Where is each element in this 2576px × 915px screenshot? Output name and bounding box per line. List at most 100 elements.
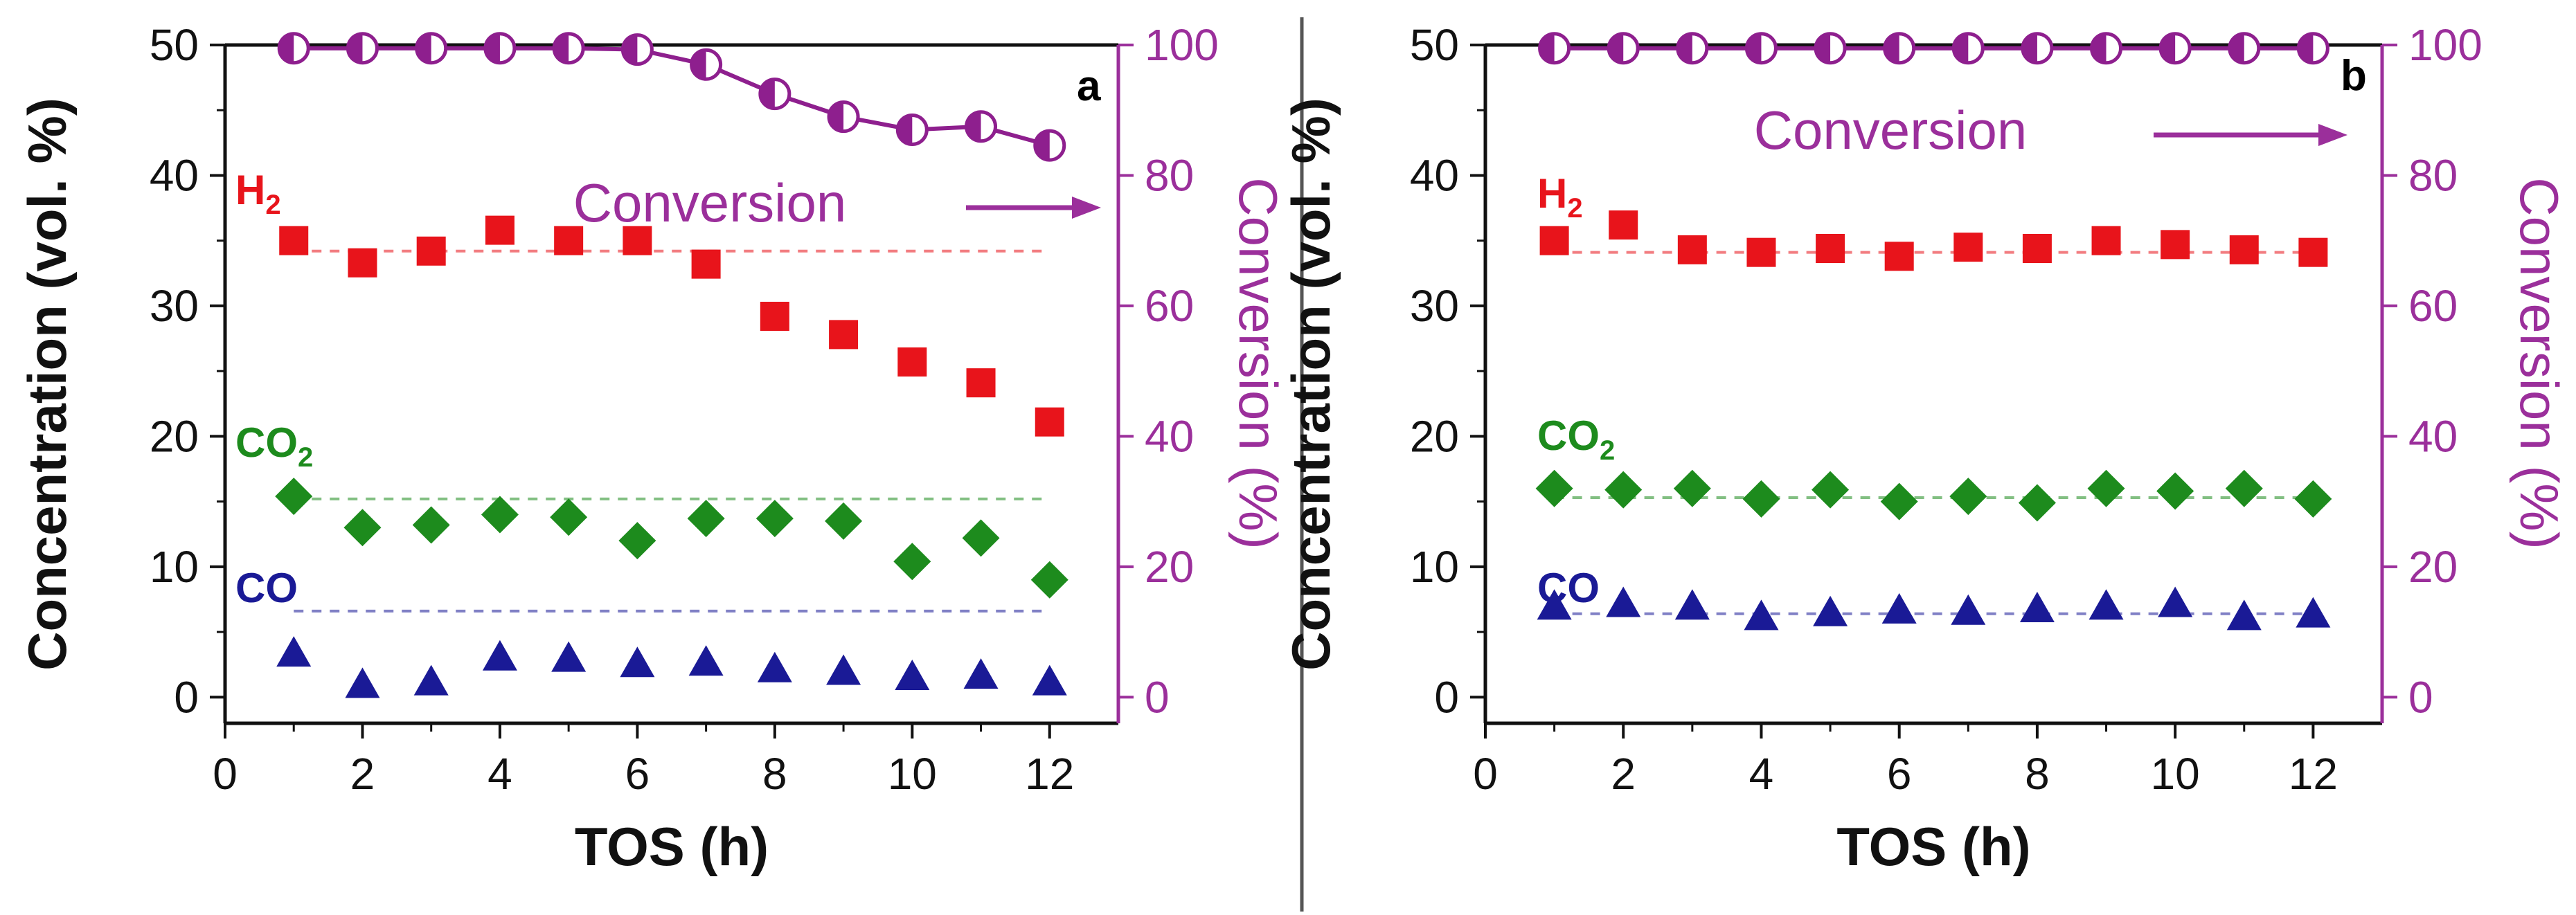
h2-point: [1035, 407, 1064, 437]
conversion-point: [895, 114, 929, 146]
y-tick-label: 10: [150, 542, 199, 592]
x-tick-label: 2: [1611, 749, 1636, 799]
conversion-point: [1607, 32, 1640, 65]
h2-point: [554, 226, 584, 255]
y2-tick-label: 40: [1145, 411, 1194, 461]
x-tick-label: 10: [2151, 749, 2200, 799]
conversion-point-fill: [1746, 33, 1762, 63]
conversion-point: [483, 32, 517, 65]
conversion-point-fill: [897, 115, 913, 145]
conversion-point-fill: [2298, 33, 2314, 63]
y-axis-title: Concentration (vol. %): [17, 98, 78, 671]
h2-label: H2: [235, 167, 281, 220]
x-tick-label: 2: [350, 749, 375, 799]
co2-point: [618, 522, 656, 560]
h2-point: [416, 236, 446, 266]
co-point: [620, 646, 655, 678]
co-point: [1032, 664, 1067, 696]
co-label-main: CO: [235, 565, 298, 611]
y-tick-label: 0: [1434, 672, 1459, 722]
co2-point: [2156, 472, 2194, 510]
conversion-point: [965, 110, 998, 143]
y2-tick-label: 80: [2408, 150, 2458, 200]
x-tick-label: 12: [2289, 749, 2338, 799]
y2-tick-label: 0: [1145, 672, 1170, 722]
y2-tick-label: 0: [2408, 672, 2433, 722]
co2-point: [1949, 478, 1987, 516]
co-point: [413, 664, 449, 696]
h2-label-main: H: [1537, 170, 1567, 217]
co-point: [2019, 592, 2055, 623]
h2-point: [1953, 233, 1983, 262]
co2-label-main: CO: [1537, 413, 1600, 459]
y-tick-label: 0: [174, 672, 199, 722]
conversion-point-fill: [554, 33, 569, 63]
co2-point: [1742, 480, 1780, 518]
conversion-point: [415, 32, 448, 65]
y2-tick-label: 60: [2408, 281, 2458, 331]
co-point: [1606, 586, 1641, 617]
h2-point: [2091, 226, 2121, 255]
conversion-point-fill: [2161, 33, 2176, 63]
co-point: [688, 645, 724, 676]
h2-label-subscript: 2: [1567, 193, 1582, 224]
co2-point: [2018, 484, 2056, 522]
conversion-line: [294, 46, 1050, 148]
co-point: [757, 651, 792, 682]
h2-point: [829, 320, 859, 350]
co-point: [1674, 589, 1710, 620]
y-tick-label: 20: [150, 411, 199, 461]
co-label-main: CO: [1537, 565, 1600, 611]
conversion-point-fill: [279, 33, 294, 63]
conversion-point: [827, 100, 860, 134]
co2-point: [2087, 469, 2125, 507]
y-tick-label: 30: [150, 281, 199, 331]
x-tick-label: 10: [888, 749, 937, 799]
x-tick-label: 4: [1749, 749, 1774, 799]
y-tick-label: 40: [150, 150, 199, 200]
co-point: [2296, 597, 2331, 628]
y2-axis-title: Conversion (%): [1228, 177, 1289, 550]
co-point: [1813, 595, 1848, 626]
h2-point: [279, 226, 309, 255]
co2-point: [1880, 482, 1918, 520]
conversion-point-fill: [623, 35, 638, 64]
x-axis-title: TOS (h): [575, 816, 769, 877]
x-tick-label: 6: [625, 749, 650, 799]
co-label: CO: [235, 565, 298, 611]
conversion-annotation: Conversion: [1754, 100, 2028, 161]
co-point: [826, 654, 861, 685]
conversion-point-fill: [1539, 33, 1555, 63]
conversion-point-fill: [2091, 33, 2107, 63]
conversion-point-fill: [485, 33, 500, 63]
co-point: [482, 640, 517, 671]
co2-point: [412, 506, 450, 544]
conversion-point: [552, 32, 585, 65]
y-tick-label: 20: [1410, 411, 1459, 461]
co-point: [345, 667, 380, 698]
conversion-point-fill: [691, 50, 706, 80]
conversion-point: [1814, 32, 1847, 65]
conversion-point: [2296, 32, 2329, 65]
conversion-point: [1538, 32, 1571, 65]
conversion-point: [1951, 32, 1985, 65]
h2-point: [691, 249, 721, 279]
conversion-point: [620, 33, 654, 66]
conversion-arrow-head: [2318, 124, 2347, 146]
co2-point: [962, 519, 1000, 557]
co2-point: [825, 502, 863, 540]
h2-point: [348, 248, 377, 278]
y-tick-label: 50: [150, 20, 199, 70]
x-tick-label: 4: [488, 749, 512, 799]
co2-point: [2294, 480, 2332, 518]
co-point: [895, 660, 930, 691]
co2-point: [550, 498, 588, 536]
co-point: [2088, 589, 2124, 620]
x-tick-label: 0: [213, 749, 238, 799]
conversion-point-fill: [1035, 131, 1050, 161]
panel-tag: a: [1077, 62, 1101, 110]
co-point: [276, 636, 312, 667]
h2-point: [1609, 210, 1638, 240]
y-tick-label: 30: [1410, 281, 1459, 331]
